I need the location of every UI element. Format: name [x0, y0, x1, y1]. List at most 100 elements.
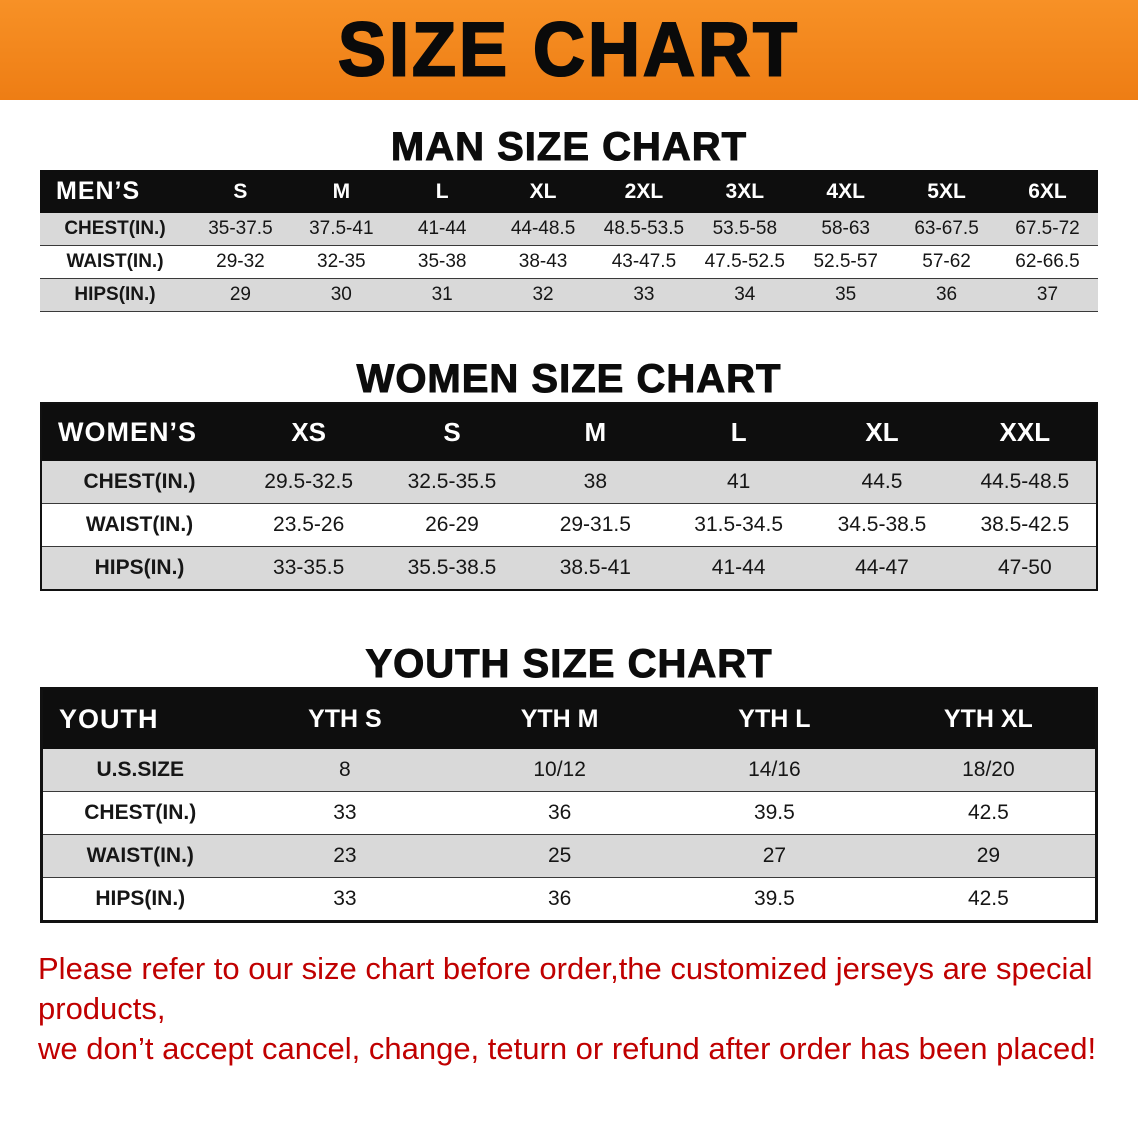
men-size-col-m: M	[290, 170, 392, 213]
value-cell: 23	[333, 844, 357, 867]
value-cell: 42.5	[967, 887, 1009, 910]
youth-size-table: YOUTH YTH S YTH M YTH L YTH XL U.S.SIZE 8 10/12…	[40, 687, 1098, 923]
men-section-heading: MAN SIZE CHART	[390, 125, 748, 170]
youth-table-label: YOUTH	[41, 688, 238, 749]
value-cell: 37	[1036, 284, 1059, 305]
women-size-col-m: M	[523, 403, 667, 461]
value-cell: 29-32	[216, 251, 265, 272]
value-cell: 38	[583, 470, 607, 493]
value-cell: 42.5	[967, 801, 1009, 824]
row-label: CHEST(IN.)	[84, 801, 197, 824]
youth-row-waist-in: WAIST(IN.) 23 25 27 29	[41, 834, 1097, 878]
men-row-hips-in: HIPS(IN.) 29 30 31 32 33 34 35 36 37	[40, 278, 1098, 312]
youth-size-col-yth-xl: YTH XL	[881, 688, 1097, 749]
value-cell: 44.5-48.5	[980, 470, 1070, 493]
value-cell: 14/16	[748, 758, 801, 781]
value-cell: 38.5-42.5	[980, 513, 1070, 536]
value-cell: 44-48.5	[510, 218, 576, 239]
women-size-col-xs: XS	[237, 403, 381, 461]
youth-size-col-yth-s: YTH S	[237, 688, 453, 749]
value-cell: 58-63	[821, 218, 870, 239]
value-cell: 30	[330, 284, 352, 305]
row-label: WAIST(IN.)	[86, 844, 194, 867]
row-label: WAIST(IN.)	[85, 513, 194, 536]
value-cell: 62-66.5	[1015, 251, 1080, 272]
men-size-chart-section: MAN SIZE CHART MEN’S S M L XL 2XL 3XL 4XL 5XL 6XL…	[0, 124, 1138, 312]
youth-size-col-yth-m: YTH M	[452, 688, 667, 749]
value-cell: 47-50	[997, 556, 1052, 579]
women-size-col-l: L	[666, 403, 811, 461]
value-cell: 25	[547, 844, 572, 867]
women-size-table: WOMEN’S XS S M L XL XXL CHEST(IN.) 29.5-32.5 32.5…	[40, 402, 1098, 591]
youth-row-u-s-size: U.S.SIZE 8 10/12 14/16 18/20	[41, 749, 1097, 792]
men-size-col-5xl: 5XL	[896, 170, 997, 213]
women-row-chest-in: CHEST(IN.) 29.5-32.5 32.5-35.5 38 41 44.5 44.5…	[41, 461, 1097, 504]
value-cell: 63-67.5	[914, 218, 979, 239]
row-label: HIPS(IN.)	[94, 556, 185, 579]
value-cell: 39.5	[753, 801, 795, 824]
value-cell: 39.5	[753, 887, 795, 910]
women-header-row: WOMEN’S XS S M L XL XXL	[41, 403, 1097, 461]
value-cell: 27	[762, 844, 787, 867]
women-size-chart-section: WOMEN SIZE CHART WOMEN’S XS S M L XL XXL CHEST(…	[0, 356, 1138, 591]
women-table-label: WOMEN’S	[41, 403, 237, 461]
women-size-col-xxl: XXL	[953, 403, 1097, 461]
men-size-table: MEN’S S M L XL 2XL 3XL 4XL 5XL 6XL CHEST(IN.) 35-37…	[40, 170, 1098, 312]
row-label: WAIST(IN.)	[66, 251, 164, 272]
value-cell: 38.5-41	[559, 556, 631, 579]
women-row-waist-in: WAIST(IN.) 23.5-26 26-29 29-31.5 31.5-34.5 34…	[41, 503, 1097, 547]
men-header-row: MEN’S S M L XL 2XL 3XL 4XL 5XL 6XL	[40, 170, 1098, 213]
men-size-col-l: L	[391, 170, 493, 213]
youth-size-chart-section: YOUTH SIZE CHART YOUTH YTH S YTH M YTH L YTH…	[0, 641, 1138, 923]
value-cell: 32.5-35.5	[407, 470, 497, 493]
youth-row-chest-in: CHEST(IN.) 33 36 39.5 42.5	[41, 791, 1097, 835]
value-cell: 34	[734, 284, 756, 305]
men-row-waist-in: WAIST(IN.) 29-32 32-35 35-38 38-43 43-47.5 47.…	[40, 245, 1098, 279]
men-size-col-s: S	[190, 170, 291, 213]
value-cell: 18/20	[962, 758, 1015, 781]
value-cell: 35-37.5	[208, 218, 273, 239]
row-label: HIPS(IN.)	[74, 284, 156, 305]
value-cell: 41	[726, 470, 751, 493]
value-cell: 10/12	[533, 758, 586, 781]
value-cell: 31	[431, 284, 453, 305]
value-cell: 57-62	[922, 251, 971, 272]
value-cell: 36	[547, 887, 572, 910]
value-cell: 32-35	[317, 251, 366, 272]
value-cell: 38-43	[518, 251, 568, 272]
disclaimer-line-1: Please refer to our size chart before or…	[38, 951, 1093, 1026]
value-cell: 41-44	[711, 556, 766, 579]
women-section-heading: WOMEN SIZE CHART	[356, 357, 782, 402]
value-cell: 33	[633, 284, 655, 305]
value-cell: 23.5-26	[273, 513, 345, 536]
men-size-col-6xl: 6XL	[997, 170, 1098, 213]
value-cell: 35	[835, 284, 857, 305]
size-chart-banner: SIZE CHART	[0, 0, 1138, 100]
value-cell: 33	[333, 887, 357, 910]
men-size-col-xl: XL	[492, 170, 594, 213]
value-cell: 36	[935, 284, 958, 305]
women-row-hips-in: HIPS(IN.) 33-35.5 35.5-38.5 38.5-41 41-44 44-…	[41, 546, 1097, 590]
value-cell: 47.5-52.5	[704, 251, 785, 272]
disclaimer-note: Please refer to our size chart before or…	[38, 949, 1100, 1069]
value-cell: 44.5	[861, 470, 903, 493]
value-cell: 52.5-57	[813, 251, 878, 272]
value-cell: 29	[229, 284, 251, 305]
men-row-chest-in: CHEST(IN.) 35-37.5 37.5-41 41-44 44-48.5 48.5…	[40, 213, 1098, 246]
value-cell: 37.5-41	[309, 218, 374, 239]
women-size-col-xl: XL	[810, 403, 954, 461]
value-cell: 36	[547, 801, 572, 824]
row-label: CHEST(IN.)	[83, 470, 196, 493]
men-size-col-2xl: 2XL	[593, 170, 695, 213]
value-cell: 29	[976, 844, 1001, 867]
value-cell: 44-47	[855, 556, 909, 579]
value-cell: 31.5-34.5	[694, 513, 784, 536]
value-cell: 35-38	[417, 251, 467, 272]
women-size-col-s: S	[380, 403, 524, 461]
row-label: HIPS(IN.)	[95, 887, 186, 910]
value-cell: 29.5-32.5	[264, 470, 354, 493]
value-cell: 41-44	[417, 218, 467, 239]
youth-row-hips-in: HIPS(IN.) 33 36 39.5 42.5	[41, 877, 1097, 922]
men-table-label: MEN’S	[40, 170, 190, 213]
row-label: CHEST(IN.)	[64, 218, 166, 239]
